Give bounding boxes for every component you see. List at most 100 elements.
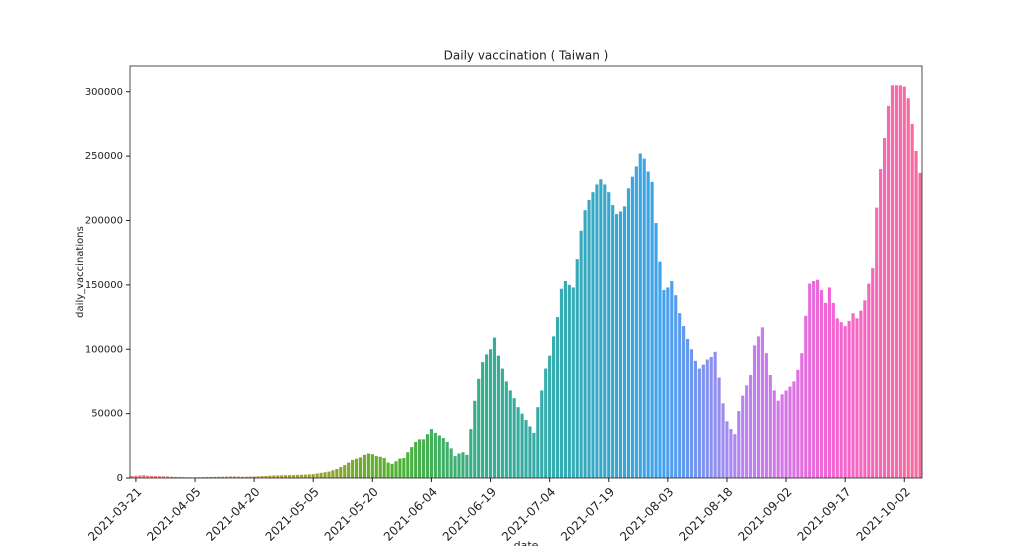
bar [461, 452, 465, 478]
bar [776, 400, 780, 478]
x-tick-label: 2021-05-05 [263, 485, 322, 544]
bar [276, 475, 280, 478]
bar [201, 477, 205, 478]
bar [622, 206, 627, 478]
bar [437, 435, 441, 478]
bar [745, 385, 749, 478]
bar [528, 426, 532, 478]
bar [646, 171, 650, 478]
y-tick-label: 100000 [85, 344, 123, 355]
bar [406, 452, 410, 478]
bar [524, 420, 528, 478]
bar [311, 474, 315, 478]
bar [851, 313, 855, 478]
bar [587, 199, 591, 478]
bar [902, 86, 906, 478]
plot-frame [129, 65, 923, 479]
chart-title: Daily vaccination ( Taiwan ) [444, 49, 609, 63]
bar [772, 390, 776, 478]
bar [315, 473, 319, 478]
bar [532, 432, 536, 478]
x-tick-label: 2021-06-19 [440, 485, 499, 544]
bar [890, 85, 895, 478]
bar [575, 259, 579, 478]
bar [177, 476, 181, 478]
bar [713, 351, 717, 478]
bar [816, 279, 820, 478]
bar [638, 153, 642, 479]
bar [548, 355, 552, 478]
bar [689, 349, 694, 478]
bar [414, 441, 418, 478]
bar [398, 458, 402, 478]
bar [804, 315, 808, 478]
bar [331, 470, 335, 478]
bar [863, 300, 867, 478]
bar [362, 454, 367, 478]
bar [240, 476, 244, 478]
bar [205, 476, 209, 478]
bar [760, 327, 764, 478]
bar [272, 475, 276, 478]
bar [268, 475, 272, 478]
bar [555, 317, 560, 478]
bar [808, 283, 812, 478]
bar [784, 390, 788, 478]
x-tick-label: 2021-03-21 [85, 485, 144, 544]
bar [705, 359, 709, 478]
y-tick-label: 150000 [85, 280, 123, 291]
bar [169, 476, 173, 478]
bar [800, 353, 804, 478]
bar [228, 476, 233, 478]
y-tick-label: 200000 [85, 216, 123, 227]
bar [879, 169, 883, 478]
bar [685, 338, 690, 478]
bar [453, 456, 457, 478]
bar [173, 476, 177, 478]
x-tick-label: 2021-04-05 [144, 485, 203, 544]
bar [256, 476, 260, 478]
bar [682, 326, 686, 478]
bar [394, 461, 398, 478]
bar [823, 302, 828, 478]
bar [536, 407, 540, 478]
bar [465, 454, 469, 478]
bar [217, 476, 221, 478]
bar [433, 432, 437, 478]
bar [914, 150, 918, 478]
bar [299, 474, 303, 478]
bar [918, 172, 922, 479]
bar [138, 475, 142, 478]
bar [741, 395, 745, 478]
bar [244, 476, 248, 478]
bar [421, 439, 426, 478]
bar [370, 454, 374, 478]
bar [611, 205, 615, 479]
bar [504, 381, 508, 478]
bar [871, 268, 875, 478]
bar [831, 302, 835, 478]
bar [678, 313, 682, 478]
bar [867, 283, 871, 478]
bar [792, 381, 796, 478]
bar [221, 476, 225, 478]
bar [134, 475, 138, 478]
x-tick-label: 2021-04-20 [203, 485, 262, 544]
bar [142, 475, 146, 478]
bar [386, 462, 390, 478]
bar [599, 179, 603, 479]
bar [756, 336, 761, 478]
bar [224, 476, 229, 478]
bar [670, 281, 674, 478]
bar [303, 474, 307, 478]
x-tick-label: 2021-06-04 [381, 485, 440, 544]
bar [768, 375, 772, 478]
bar [839, 322, 843, 478]
y-tick-label: 300000 [85, 87, 123, 98]
bar [161, 476, 166, 478]
bar [752, 345, 757, 478]
bar [445, 441, 449, 478]
bar [843, 326, 847, 478]
bar [898, 85, 902, 478]
bar [378, 456, 382, 478]
